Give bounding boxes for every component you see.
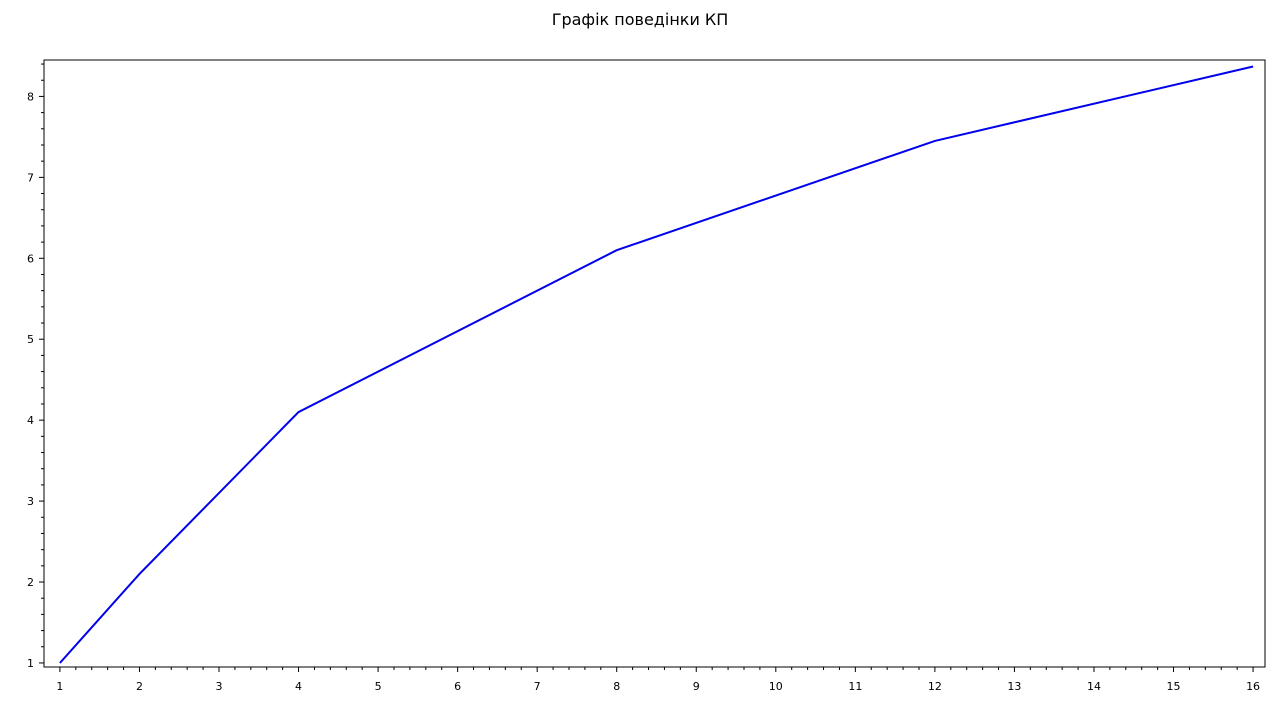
y-tick-label: 6: [27, 252, 34, 265]
x-tick-label: 4: [295, 680, 302, 693]
x-tick-label: 12: [928, 680, 942, 693]
series: [59, 65, 1254, 664]
x-tick-label: 10: [769, 680, 783, 693]
x-tick-label: 2: [136, 680, 143, 693]
y-tick-label: 1: [27, 657, 34, 670]
y-tick-label: 2: [27, 576, 34, 589]
x-tick-label: 3: [215, 680, 222, 693]
x-tick-label: 1: [56, 680, 63, 693]
y-tick-label: 8: [27, 90, 34, 103]
x-tick-label: 11: [848, 680, 862, 693]
x-tick-label: 14: [1087, 680, 1101, 693]
x-tick-label: 15: [1167, 680, 1181, 693]
y-tick-label: 7: [27, 171, 34, 184]
chart-title: Графік поведінки КП: [551, 10, 729, 29]
y-tick-label: 5: [27, 333, 34, 346]
x-tick-label: 13: [1007, 680, 1021, 693]
y-tick-label: 3: [27, 495, 34, 508]
axes: [43, 59, 1266, 668]
x-tick-label: 6: [454, 680, 461, 693]
series-line: [59, 65, 1254, 664]
y-tick-label: 4: [27, 414, 34, 427]
x-tick-label: 8: [613, 680, 620, 693]
x-tick-label: 16: [1246, 680, 1260, 693]
x-tick-label: 7: [534, 680, 541, 693]
x-tick-label: 5: [375, 680, 382, 693]
x-tick-label: 9: [693, 680, 700, 693]
plot-frame: [43, 59, 1266, 668]
